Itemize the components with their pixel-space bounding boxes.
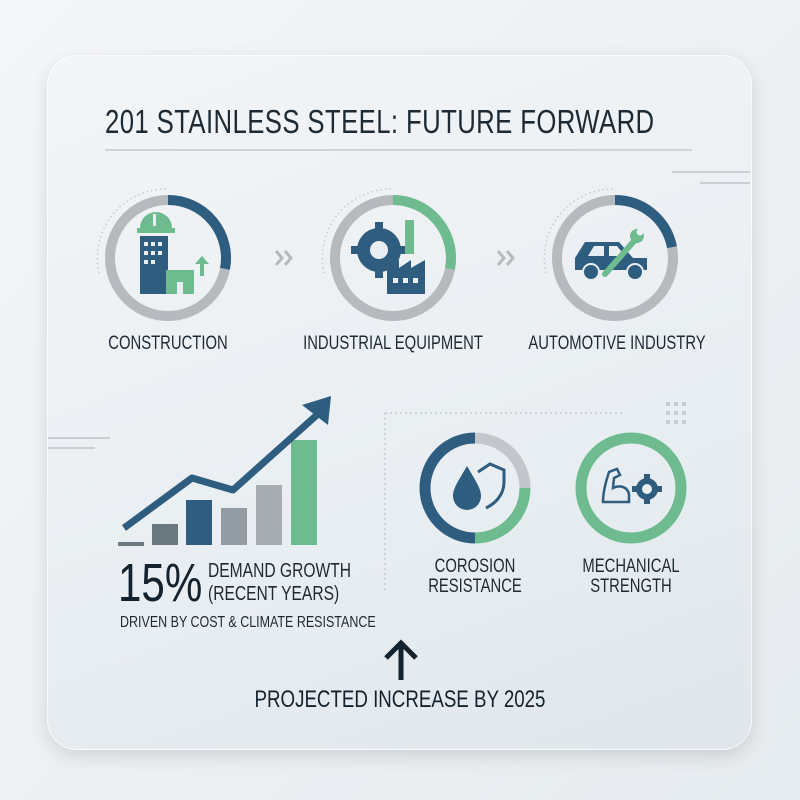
bar	[186, 500, 212, 545]
growth-label-line2: (RECENT YEARS)	[208, 583, 340, 605]
feature-label-strength-line1: MECHANICAL	[582, 556, 680, 577]
bar	[291, 440, 317, 545]
feature-label-corrosion-line1: COROSION	[434, 556, 516, 577]
bar	[221, 508, 247, 545]
building-hardhat-icon	[137, 212, 209, 294]
rising-bar-chart-icon	[118, 396, 331, 546]
ring-progress	[614, 195, 677, 249]
double-chevron-right-icon	[274, 250, 293, 266]
bar	[256, 485, 282, 545]
infographic-card	[47, 55, 752, 750]
bar	[152, 524, 178, 545]
projection-label: PROJECTED INCREASE BY 2025	[254, 686, 546, 713]
trend-arrowhead	[302, 396, 331, 425]
sector-label-automotive-industry: AUTOMOTIVE INDUSTRY	[528, 333, 706, 354]
muscle-gear-icon	[601, 467, 662, 504]
water-drop-shield-icon	[453, 462, 506, 510]
decorative-dashes	[48, 171, 750, 449]
ring-progress	[392, 195, 456, 270]
car-wrench-icon	[575, 228, 647, 281]
strength-ring	[575, 432, 687, 544]
arrow-up-icon	[384, 639, 418, 680]
growth-label-line1: DEMAND GROWTH	[208, 560, 351, 582]
ring-dotted-accent	[96, 188, 169, 274]
growth-note: DRIVEN BY COST & CLIMATE RESISTANCE	[120, 614, 376, 631]
ring-dotted-accent	[321, 188, 394, 274]
ring-progress	[167, 195, 231, 270]
bar	[118, 542, 144, 546]
decorative-dot-grid	[666, 402, 686, 424]
growth-value: 15%	[118, 553, 203, 613]
feature-label-corrosion-line2: RESISTANCE	[428, 576, 522, 597]
sector-label-industrial-equipment: INDUSTRIAL EQUIPMENT	[303, 333, 483, 354]
double-chevron-right-icon	[496, 250, 515, 266]
section-divider-dotted	[384, 412, 625, 592]
sector-label-construction: CONSTRUCTION	[108, 333, 228, 354]
corrosion-ring	[419, 432, 531, 544]
page-title: 201 STAINLESS STEEL: FUTURE FORWARD	[105, 103, 655, 140]
ring-dotted-accent	[543, 188, 616, 274]
sector-rings	[96, 188, 678, 321]
trend-arrow-line	[121, 411, 321, 531]
feature-label-strength-line2: STRENGTH	[590, 576, 672, 597]
gear-factory-icon	[351, 220, 425, 294]
